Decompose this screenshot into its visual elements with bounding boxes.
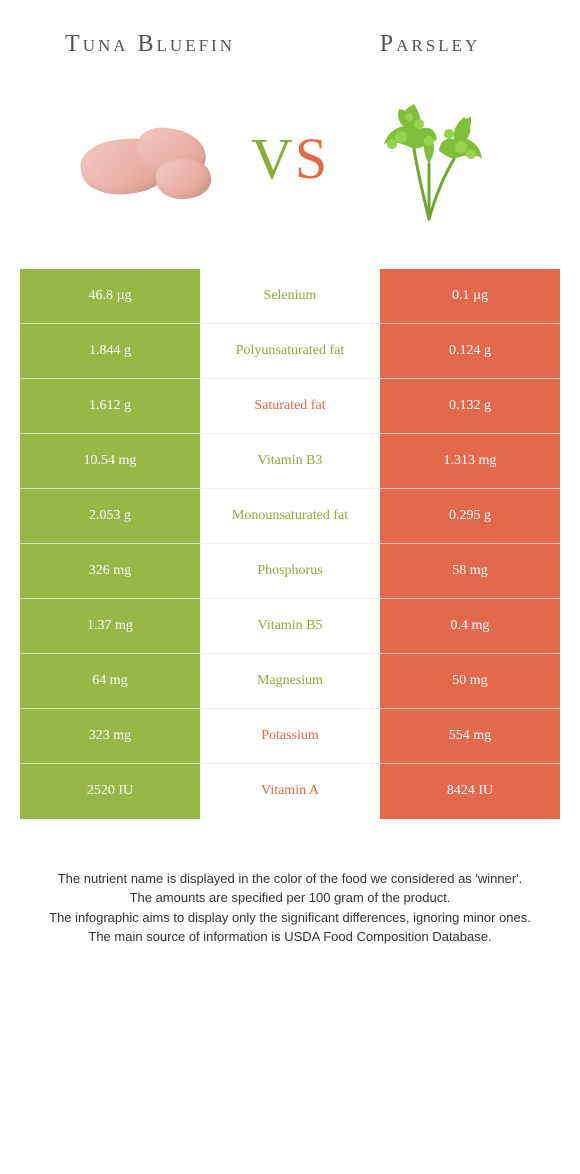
footnote-line: The infographic aims to display only the…: [30, 908, 550, 928]
left-value: 64 mg: [20, 654, 200, 709]
table-row: 2520 IUVitamin A8424 IU: [20, 764, 560, 819]
left-value: 1.844 g: [20, 324, 200, 379]
table-row: 2.053 gMonounsaturated fat0.295 g: [20, 489, 560, 544]
right-value: 58 mg: [380, 544, 560, 599]
left-food-title: Tuna Bluefin: [50, 30, 250, 59]
table-row: 46.8 µgSelenium0.1 µg: [20, 269, 560, 324]
vs-v: V: [251, 126, 295, 191]
left-value: 2520 IU: [20, 764, 200, 819]
nutrient-name: Vitamin A: [200, 764, 380, 819]
header: Tuna Bluefin Parsley: [0, 0, 580, 69]
right-value: 1.313 mg: [380, 434, 560, 489]
footnote-line: The nutrient name is displayed in the co…: [30, 869, 550, 889]
nutrient-name: Vitamin B3: [200, 434, 380, 489]
right-value: 50 mg: [380, 654, 560, 709]
right-value: 0.1 µg: [380, 269, 560, 324]
right-value: 0.295 g: [380, 489, 560, 544]
right-value: 0.4 mg: [380, 599, 560, 654]
nutrient-name: Polyunsaturated fat: [200, 324, 380, 379]
nutrient-name: Saturated fat: [200, 379, 380, 434]
table-row: 323 mgPotassium554 mg: [20, 709, 560, 764]
table-row: 1.37 mgVitamin B50.4 mg: [20, 599, 560, 654]
left-value: 323 mg: [20, 709, 200, 764]
nutrient-name: Potassium: [200, 709, 380, 764]
left-value: 2.053 g: [20, 489, 200, 544]
nutrient-name: Phosphorus: [200, 544, 380, 599]
table-row: 64 mgMagnesium50 mg: [20, 654, 560, 709]
nutrient-name: Selenium: [200, 269, 380, 324]
comparison-table: 46.8 µgSelenium0.1 µg1.844 gPolyunsatura…: [20, 269, 560, 819]
left-value: 1.37 mg: [20, 599, 200, 654]
vs-label: VS: [251, 125, 329, 192]
right-food-title: Parsley: [330, 30, 530, 59]
nutrient-name: Vitamin B5: [200, 599, 380, 654]
footnotes: The nutrient name is displayed in the co…: [0, 819, 580, 947]
nutrient-name: Monounsaturated fat: [200, 489, 380, 544]
vs-s: S: [295, 126, 329, 191]
table-row: 1.612 gSaturated fat0.132 g: [20, 379, 560, 434]
table-row: 1.844 gPolyunsaturated fat0.124 g: [20, 324, 560, 379]
table-row: 326 mgPhosphorus58 mg: [20, 544, 560, 599]
right-value: 0.124 g: [380, 324, 560, 379]
left-value: 1.612 g: [20, 379, 200, 434]
table-row: 10.54 mgVitamin B31.313 mg: [20, 434, 560, 489]
tuna-image: [71, 89, 231, 229]
nutrient-name: Magnesium: [200, 654, 380, 709]
right-value: 554 mg: [380, 709, 560, 764]
left-value: 326 mg: [20, 544, 200, 599]
image-row: VS: [0, 69, 580, 269]
left-value: 46.8 µg: [20, 269, 200, 324]
parsley-image: [349, 89, 509, 229]
left-value: 10.54 mg: [20, 434, 200, 489]
footnote-line: The amounts are specified per 100 gram o…: [30, 888, 550, 908]
footnote-line: The main source of information is USDA F…: [30, 927, 550, 947]
right-value: 0.132 g: [380, 379, 560, 434]
right-value: 8424 IU: [380, 764, 560, 819]
